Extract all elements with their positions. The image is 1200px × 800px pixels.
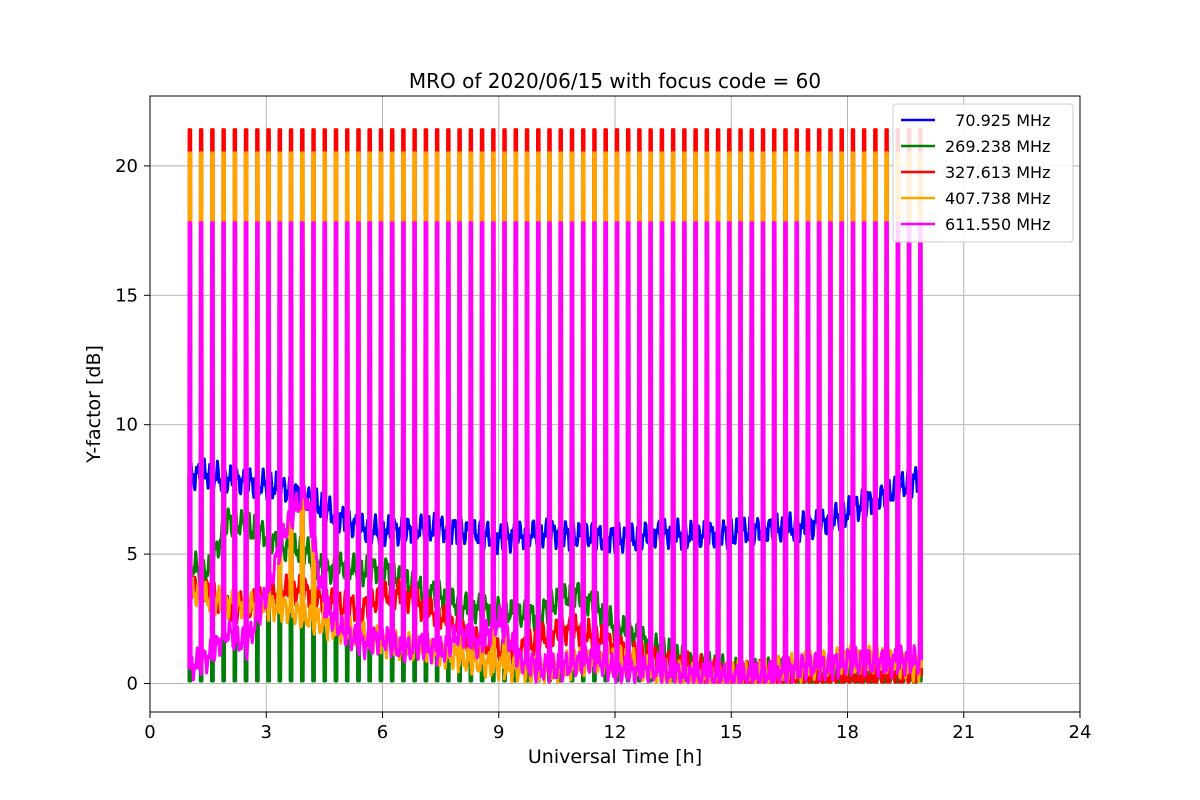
x-tick-label: 12 (604, 722, 627, 743)
x-tick-label: 9 (493, 722, 504, 743)
x-tick-label: 21 (952, 722, 975, 743)
y-tick-label: 20 (115, 156, 138, 177)
y-tick-label: 15 (115, 285, 138, 306)
x-tick-label: 3 (261, 722, 272, 743)
x-axis-label: Universal Time [h] (528, 746, 702, 768)
plot-area (187, 128, 923, 684)
y-tick-label: 0 (127, 674, 138, 695)
legend-entry: 407.738 MHz (945, 189, 1050, 208)
legend-entry: 70.925 MHz (945, 111, 1050, 130)
chart-title: MRO of 2020/06/15 with focus code = 60 (409, 69, 821, 93)
legend-entry: 611.550 MHz (945, 215, 1050, 234)
x-tick-label: 24 (1069, 722, 1092, 743)
x-tick-label: 6 (377, 722, 388, 743)
legend: 70.925 MHz 269.238 MHz 327.613 MHz 407.738 … (892, 103, 1074, 243)
x-tick-label: 18 (836, 722, 859, 743)
ticks: 0 3 6 9 12 15 18 21 24 0 5 10 15 20 (115, 156, 1091, 743)
legend-box (892, 103, 1074, 243)
series-line (187, 128, 923, 684)
y-tick-label: 10 (115, 415, 138, 436)
series-line (187, 221, 923, 684)
legend-entry: 327.613 MHz (945, 163, 1050, 182)
x-tick-label: 15 (720, 722, 743, 743)
legend-entry: 269.238 MHz (945, 137, 1050, 156)
y-tick-label: 5 (127, 544, 138, 565)
x-tick-label: 0 (144, 722, 155, 743)
y-axis-label: Y-factor [dB] (83, 345, 105, 464)
